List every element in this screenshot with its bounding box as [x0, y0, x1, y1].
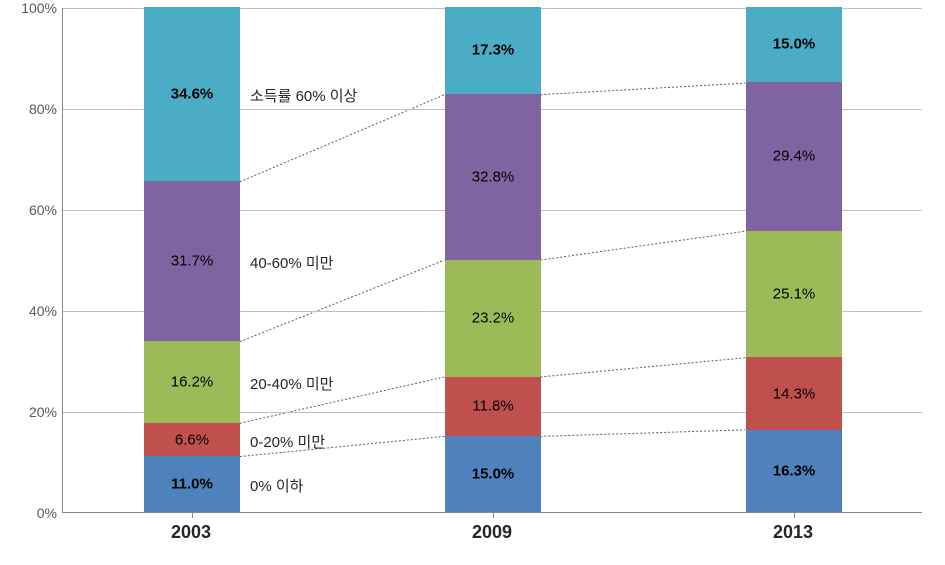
- x-tick-label: 2003: [131, 522, 251, 543]
- connector-line: [540, 430, 745, 437]
- category-label: 0% 이하: [250, 475, 303, 496]
- segment-value-label: 15.0%: [472, 466, 515, 483]
- y-tick-label: 0%: [0, 505, 57, 521]
- x-tick-label: 2013: [733, 522, 853, 543]
- connector-line: [240, 95, 445, 182]
- category-label: 20-40% 미만: [250, 373, 333, 394]
- stacked-bar-chart: 11.0% 6.6% 16.2% 31.7% 34.6% 15.0% 11.8% 23.2% 3…: [0, 0, 945, 565]
- segment-value-label: 31.7%: [171, 253, 214, 270]
- bar-segment: 6.6%: [144, 423, 240, 456]
- bar-segment: 31.7%: [144, 181, 240, 341]
- segment-value-label: 17.3%: [472, 42, 515, 59]
- bar-segment: 15.0%: [746, 7, 842, 83]
- y-tick-label: 20%: [0, 404, 57, 420]
- y-tick-label: 100%: [0, 0, 57, 16]
- bar-segment: 16.3%: [746, 430, 842, 512]
- y-tick-label: 60%: [0, 202, 57, 218]
- bar-segment: 15.0%: [445, 436, 541, 512]
- bar-segment: 34.6%: [144, 7, 240, 182]
- segment-value-label: 16.3%: [773, 462, 816, 479]
- bar-segment: 25.1%: [746, 231, 842, 358]
- segment-value-label: 11.8%: [472, 398, 513, 415]
- x-tick-mark: [493, 512, 494, 518]
- segment-value-label: 11.0%: [171, 476, 213, 493]
- y-tick-label: 40%: [0, 303, 57, 319]
- x-tick-label: 2009: [432, 522, 552, 543]
- segment-value-label: 14.3%: [773, 385, 816, 402]
- bar-column: 15.0% 11.8% 23.2% 32.8% 17.3%: [445, 7, 541, 512]
- bar-segment: 32.8%: [445, 94, 541, 260]
- bar-segment: 11.8%: [445, 377, 541, 437]
- bar-segment: 14.3%: [746, 357, 842, 429]
- segment-value-label: 32.8%: [472, 168, 515, 185]
- category-label: 40-60% 미만: [250, 252, 333, 273]
- plot-area: 11.0% 6.6% 16.2% 31.7% 34.6% 15.0% 11.8% 23.2% 3…: [62, 8, 922, 513]
- bar-segment: 29.4%: [746, 82, 842, 230]
- connector-line: [540, 231, 745, 260]
- segment-value-label: 23.2%: [472, 310, 515, 327]
- segment-value-label: 15.0%: [773, 36, 816, 53]
- x-tick-mark: [794, 512, 795, 518]
- segment-value-label: 6.6%: [175, 431, 209, 448]
- bar-column: 16.3% 14.3% 25.1% 29.4% 15.0%: [746, 7, 842, 512]
- bar-column: 11.0% 6.6% 16.2% 31.7% 34.6%: [144, 7, 240, 512]
- y-tick-label: 80%: [0, 101, 57, 117]
- segment-value-label: 16.2%: [171, 374, 214, 391]
- bar-segment: 23.2%: [445, 260, 541, 377]
- bar-segment: 11.0%: [144, 456, 240, 512]
- segment-value-label: 34.6%: [171, 85, 214, 102]
- category-label: 소득률 60% 이상: [250, 85, 357, 106]
- bar-segment: 16.2%: [144, 341, 240, 423]
- x-tick-mark: [192, 512, 193, 518]
- segment-value-label: 29.4%: [773, 148, 816, 165]
- category-label: 0-20% 미만: [250, 431, 325, 452]
- segment-value-label: 25.1%: [773, 286, 816, 303]
- bar-segment: 17.3%: [445, 7, 541, 94]
- connector-line: [540, 358, 745, 377]
- connector-line: [540, 83, 745, 95]
